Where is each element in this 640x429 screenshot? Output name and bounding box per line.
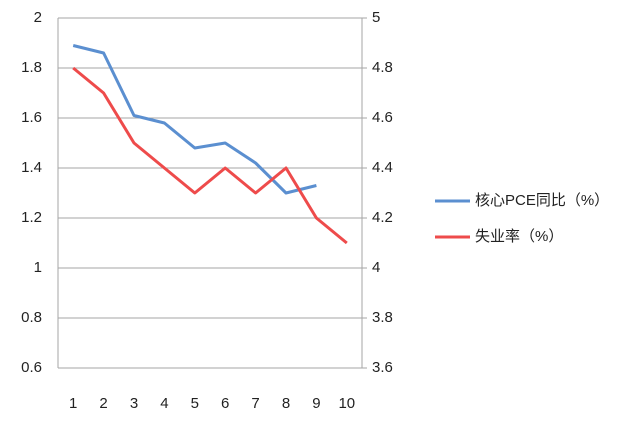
series-line <box>72 44 317 195</box>
y2-tick-label: 4 <box>372 259 380 276</box>
legend-label: 失业率（%） <box>475 228 563 245</box>
series-line <box>72 66 348 245</box>
y2-tick-label: 4.2 <box>372 209 393 226</box>
x-tick-label: 1 <box>69 395 77 412</box>
y2-tick-label: 4.6 <box>372 109 393 126</box>
y-tick-label: 1.4 <box>21 159 42 176</box>
x-tick-label: 5 <box>191 395 199 412</box>
y2-tick-label: 4.4 <box>372 159 393 176</box>
x-tick-label: 7 <box>251 395 259 412</box>
x-tick-label: 9 <box>312 395 320 412</box>
x-tick-label: 8 <box>282 395 290 412</box>
y2-tick-label: 4.8 <box>372 59 393 76</box>
y2-tick-label: 3.8 <box>372 309 393 326</box>
x-tick-label: 6 <box>221 395 229 412</box>
legend-label: 核心PCE同比（%） <box>475 192 609 209</box>
y-tick-label: 0.8 <box>21 309 42 326</box>
x-tick-label: 3 <box>130 395 138 412</box>
y-tick-label: 1 <box>34 259 42 276</box>
y-tick-label: 1.8 <box>21 59 42 76</box>
x-tick-label: 2 <box>99 395 107 412</box>
y-tick-label: 1.6 <box>21 109 42 126</box>
x-tick-label: 10 <box>338 395 355 412</box>
y2-tick-label: 3.6 <box>372 359 393 376</box>
y-tick-label: 2 <box>34 9 42 26</box>
y-tick-label: 0.6 <box>21 359 42 376</box>
x-tick-label: 4 <box>160 395 168 412</box>
y2-tick-label: 5 <box>372 9 380 26</box>
y-tick-label: 1.2 <box>21 209 42 226</box>
